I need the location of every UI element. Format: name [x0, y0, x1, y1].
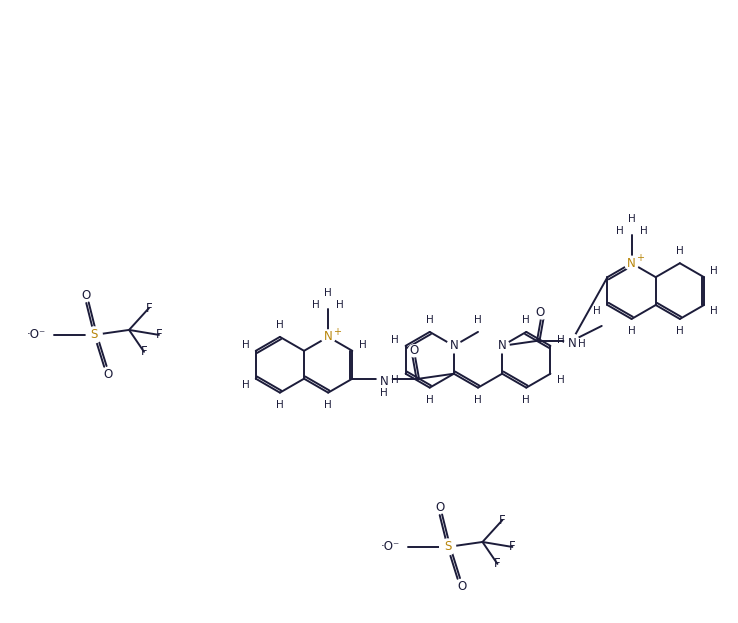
- Text: H: H: [628, 326, 635, 336]
- Circle shape: [377, 372, 391, 386]
- Circle shape: [536, 307, 548, 319]
- Text: H: H: [337, 300, 344, 310]
- Text: H: H: [628, 214, 635, 224]
- Text: H: H: [676, 326, 683, 336]
- Circle shape: [447, 339, 461, 353]
- Text: N: N: [627, 257, 636, 270]
- Circle shape: [321, 330, 335, 344]
- Text: H: H: [312, 300, 320, 310]
- Text: F: F: [156, 328, 162, 341]
- Text: H: H: [359, 340, 367, 350]
- Text: F: F: [499, 513, 506, 526]
- Circle shape: [440, 539, 455, 555]
- Text: H: H: [474, 315, 482, 325]
- Text: O: O: [103, 368, 113, 381]
- Text: N: N: [497, 340, 506, 353]
- Text: H: H: [523, 394, 530, 404]
- Text: H: H: [557, 374, 565, 384]
- Text: F: F: [141, 345, 148, 358]
- Text: H: H: [578, 339, 586, 349]
- Text: H: H: [391, 374, 399, 384]
- Text: ·O⁻: ·O⁻: [381, 540, 400, 553]
- Circle shape: [495, 339, 509, 353]
- Text: O: O: [457, 580, 466, 593]
- Text: H: H: [241, 340, 249, 350]
- Text: H: H: [324, 288, 332, 298]
- Text: N: N: [449, 340, 458, 353]
- Text: H: H: [474, 394, 482, 404]
- Text: H: H: [276, 399, 284, 409]
- Text: O: O: [435, 501, 444, 513]
- Text: H: H: [391, 335, 399, 345]
- Text: H: H: [711, 266, 718, 276]
- Text: N: N: [568, 338, 576, 350]
- Text: N: N: [324, 330, 333, 343]
- Text: H: H: [426, 394, 434, 404]
- Text: F: F: [509, 540, 516, 553]
- Text: F: F: [145, 302, 152, 315]
- Text: H: H: [523, 315, 530, 325]
- Text: H: H: [324, 399, 332, 409]
- Text: ·O⁻: ·O⁻: [27, 328, 46, 341]
- Text: +: +: [333, 327, 341, 337]
- Text: H: H: [593, 306, 601, 316]
- Text: O: O: [535, 307, 545, 320]
- Text: H: H: [676, 246, 683, 256]
- Text: H: H: [557, 335, 565, 345]
- Text: S: S: [91, 328, 98, 341]
- Text: N: N: [380, 375, 388, 388]
- Text: O: O: [410, 345, 418, 358]
- Circle shape: [86, 327, 102, 343]
- Circle shape: [565, 334, 579, 348]
- Text: H: H: [426, 315, 434, 325]
- Text: F: F: [494, 558, 501, 571]
- Text: O: O: [82, 288, 91, 302]
- Circle shape: [624, 256, 638, 270]
- Text: H: H: [640, 226, 647, 236]
- Text: H: H: [241, 379, 249, 389]
- Text: H: H: [615, 226, 624, 236]
- Text: +: +: [637, 253, 644, 264]
- Text: H: H: [711, 306, 718, 316]
- Circle shape: [408, 345, 420, 357]
- Text: H: H: [276, 320, 284, 330]
- Text: H: H: [380, 388, 388, 397]
- Text: S: S: [444, 540, 452, 553]
